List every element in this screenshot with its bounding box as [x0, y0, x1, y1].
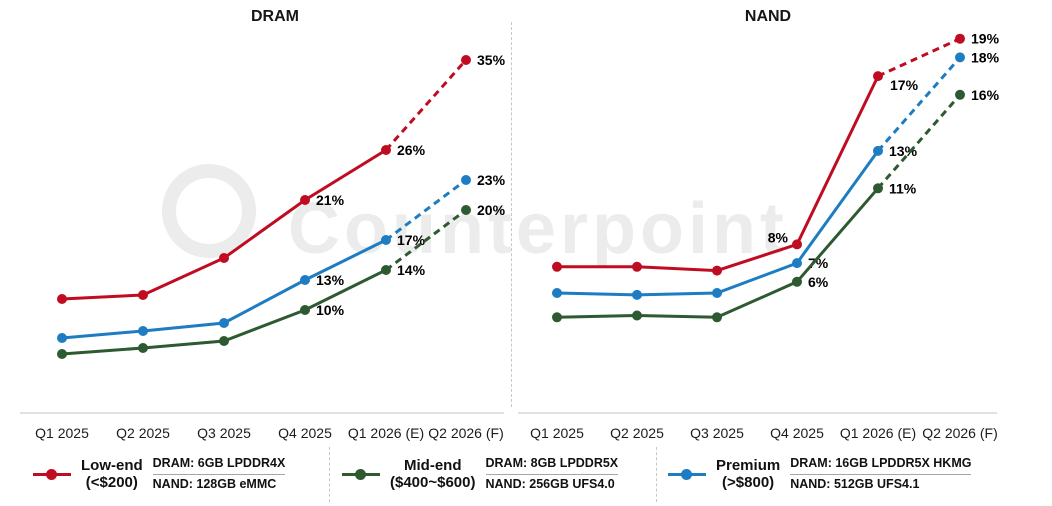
data-point-label: 20% [477, 202, 506, 218]
data-point [712, 312, 722, 323]
data-point [300, 195, 310, 205]
data-point [873, 183, 883, 194]
x-tick-label: Q1 2025 [530, 425, 584, 441]
data-point [632, 289, 642, 300]
data-point-label: 14% [397, 262, 426, 278]
data-point [632, 310, 642, 321]
dram-chart-title: DRAM [251, 8, 299, 25]
dram-chart: Q1 2025 Q2 2025 Q3 2025 Q4 2025 Q1 2026 (E) Q… [20, 52, 506, 441]
data-point [552, 312, 562, 323]
data-point [461, 205, 471, 215]
series-line-forecast-dashed [877, 37, 961, 78]
data-point [219, 318, 229, 328]
legend-divider-1 [329, 447, 330, 502]
x-tick-label: Q3 2025 [197, 425, 251, 441]
series-line-forecast-dashed [385, 208, 467, 272]
series-line-solid [557, 75, 880, 273]
x-tick-label: Q1 2025 [35, 425, 89, 441]
data-point [219, 336, 229, 346]
series-line-forecast-dashed [876, 56, 962, 152]
legend-divider-2 [656, 447, 657, 502]
line-charts-canvas: Q1 2025 Q2 2025 Q3 2025 Q4 2025 Q1 2026 (E) Q… [20, 31, 1000, 441]
data-point [300, 275, 310, 285]
series-line-forecast-dashed [384, 59, 468, 151]
data-point [461, 55, 471, 65]
low-end-series-marker-icon [33, 468, 71, 480]
data-point [57, 294, 67, 304]
data-point [792, 276, 802, 287]
mid-end-series-marker-icon [342, 468, 380, 480]
data-point-label: 13% [316, 272, 345, 288]
x-tick-label: Q4 2025 [278, 425, 332, 441]
data-point [138, 290, 148, 300]
legend-label-premium: Premium (>$800) [716, 456, 781, 491]
data-point [955, 33, 965, 44]
data-point [300, 305, 310, 315]
data-point [712, 265, 722, 276]
data-point-label: 8% [768, 229, 789, 245]
data-point-label: 35% [477, 52, 506, 68]
legend-specs-low-end: DRAM: 6GB LPDDR4X NAND: 128GB eMMC [152, 455, 286, 491]
nand-chart-title: NAND [744, 8, 792, 25]
data-point-label: 26% [397, 142, 426, 158]
data-point [381, 265, 391, 275]
data-point [955, 89, 965, 100]
x-tick-label: Q2 2026 (F) [922, 425, 997, 441]
data-point [57, 333, 67, 343]
legend-label-low-end: Low-end (<$200) [81, 456, 143, 491]
data-point-label: 16% [971, 87, 1000, 103]
data-point [381, 145, 391, 155]
data-point [873, 145, 883, 156]
chart-divider [511, 22, 512, 407]
x-tick-label: Q1 2026 (E) [840, 425, 916, 441]
data-point-label: 11% [889, 180, 917, 196]
data-point [57, 349, 67, 359]
legend-item-mid-end: Mid-end ($400~$600) DRAM: 8GB LPDDR5X NA… [342, 450, 619, 498]
x-tick-label: Q4 2025 [770, 425, 824, 441]
nand-chart: Q1 2025 Q2 2025 Q3 2025 Q4 2025 Q1 2026 (E) Q… [518, 31, 1000, 441]
data-point [792, 239, 802, 250]
data-point [381, 235, 391, 245]
data-point-label: 23% [477, 172, 506, 188]
data-point [712, 288, 722, 298]
data-point [552, 288, 562, 298]
legend-item-premium: Premium (>$800) DRAM: 16GB LPDDR5X HKMG … [668, 450, 972, 498]
data-point-label: 17% [397, 232, 426, 248]
data-point-label: 21% [316, 192, 345, 208]
data-point [138, 343, 148, 353]
data-point [955, 52, 965, 63]
data-point-label: 7% [808, 255, 829, 271]
data-point-label: 19% [971, 31, 1000, 47]
data-point-label: 6% [808, 274, 829, 290]
x-tick-label: Q2 2025 [610, 425, 664, 441]
data-point [792, 258, 802, 269]
data-point [461, 175, 471, 185]
data-point-label: 13% [889, 143, 918, 159]
data-point-label: 10% [316, 302, 345, 318]
premium-series-marker-icon [668, 468, 706, 480]
data-point [873, 71, 883, 82]
data-point [552, 261, 562, 272]
data-point [219, 253, 229, 263]
legend-specs-mid-end: DRAM: 8GB LPDDR5X NAND: 256GB UFS4.0 [485, 455, 619, 491]
x-tick-label: Q2 2026 (F) [428, 425, 503, 441]
legend-specs-premium: DRAM: 16GB LPDDR5X HKMG NAND: 512GB UFS4… [790, 455, 972, 491]
data-point-label: 17% [890, 77, 919, 93]
data-point [632, 261, 642, 272]
x-tick-label: Q3 2025 [690, 425, 744, 441]
data-point-label: 18% [971, 49, 1000, 65]
series-line-forecast-dashed [385, 178, 467, 242]
series-line-forecast-dashed [876, 93, 962, 190]
x-tick-label: Q1 2026 (E) [348, 425, 424, 441]
legend-label-mid-end: Mid-end ($400~$600) [390, 456, 476, 491]
data-point [138, 326, 148, 336]
x-tick-label: Q2 2025 [116, 425, 170, 441]
legend-item-low-end: Low-end (<$200) DRAM: 6GB LPDDR4X NAND: … [33, 450, 286, 498]
